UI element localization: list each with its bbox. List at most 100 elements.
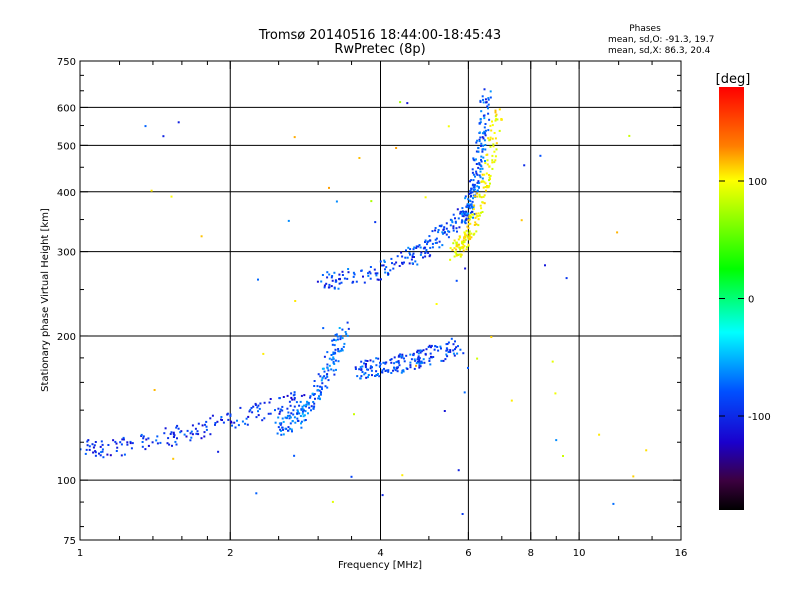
scatter-point bbox=[473, 184, 476, 187]
scatter-point bbox=[293, 416, 296, 419]
scatter-point bbox=[477, 166, 480, 169]
scatter-point bbox=[449, 258, 452, 261]
scatter-point bbox=[302, 408, 305, 411]
scatter-point bbox=[407, 246, 410, 249]
scatter-point bbox=[323, 355, 326, 358]
scatter-point bbox=[482, 98, 484, 101]
scatter-point bbox=[168, 443, 171, 446]
scatter-point bbox=[376, 272, 379, 275]
scatter-point bbox=[466, 212, 469, 215]
scatter-point bbox=[393, 367, 396, 370]
scatter-point bbox=[151, 441, 154, 444]
scatter-point bbox=[461, 219, 464, 222]
scatter-point bbox=[183, 433, 186, 436]
scatter-point bbox=[172, 436, 175, 438]
scatter-point bbox=[340, 347, 343, 350]
scatter-point bbox=[484, 160, 486, 162]
scatter-point bbox=[474, 221, 477, 224]
scatter-point bbox=[416, 358, 419, 361]
scatter-point bbox=[291, 398, 294, 401]
scatter-point bbox=[494, 111, 497, 114]
scatter-point bbox=[284, 416, 287, 419]
scatter-point bbox=[333, 344, 336, 347]
scatter-point bbox=[347, 327, 350, 330]
scatter-point bbox=[464, 233, 466, 236]
scatter-point bbox=[484, 182, 487, 185]
scatter-point bbox=[476, 192, 479, 195]
scatter-point bbox=[322, 327, 325, 330]
scatter-point bbox=[312, 394, 315, 396]
scatter-point bbox=[452, 343, 455, 346]
scatter-point bbox=[418, 349, 421, 352]
scatter-point bbox=[338, 277, 341, 280]
colorbar-tick-label: 0 bbox=[748, 295, 754, 306]
scatter-point bbox=[144, 448, 147, 451]
scatter-point bbox=[450, 219, 453, 222]
scatter-point bbox=[406, 102, 409, 105]
scatter-point bbox=[480, 110, 483, 113]
scatter-point bbox=[167, 437, 170, 440]
scatter-point bbox=[417, 352, 420, 355]
scatter-point bbox=[172, 431, 175, 434]
scatter-point bbox=[478, 138, 481, 141]
scatter-point bbox=[466, 206, 469, 209]
scatter-point bbox=[487, 129, 490, 132]
scatter-point bbox=[171, 444, 173, 447]
scatter-point bbox=[455, 245, 458, 248]
scatter-point bbox=[313, 402, 316, 405]
scatter-point bbox=[394, 369, 397, 372]
scatter-point bbox=[140, 433, 143, 436]
scatter-point bbox=[395, 147, 398, 149]
scatter-point bbox=[523, 164, 526, 167]
scatter-point bbox=[159, 441, 162, 444]
scatter-point bbox=[324, 377, 327, 380]
scatter-point bbox=[479, 100, 482, 103]
scatter-point bbox=[459, 348, 462, 351]
scatter-point bbox=[310, 409, 312, 412]
scatter-point bbox=[475, 150, 478, 153]
scatter-point bbox=[216, 420, 219, 423]
scatter-point bbox=[396, 360, 399, 363]
scatter-point bbox=[334, 334, 337, 336]
scatter-point bbox=[400, 356, 403, 359]
scatter-point bbox=[397, 360, 400, 363]
scatter-point bbox=[102, 456, 105, 459]
scatter-point bbox=[289, 427, 292, 430]
scatter-point bbox=[452, 213, 455, 216]
scatter-point bbox=[254, 404, 257, 406]
scatter-point bbox=[374, 221, 377, 224]
scatter-point bbox=[279, 423, 282, 426]
scatter-point bbox=[384, 271, 387, 274]
scatter-point bbox=[479, 176, 482, 179]
scatter-point bbox=[456, 208, 459, 211]
scatter-point bbox=[249, 408, 252, 411]
scatter-point bbox=[371, 374, 373, 377]
scatter-point bbox=[539, 154, 542, 157]
scatter-point bbox=[393, 356, 396, 359]
scatter-point bbox=[484, 162, 487, 165]
scatter-point bbox=[186, 429, 189, 432]
scatter-point bbox=[332, 360, 335, 363]
scatter-point bbox=[468, 222, 470, 225]
scatter-point bbox=[495, 148, 498, 151]
scatter-point bbox=[323, 284, 326, 287]
scatter-point bbox=[411, 256, 414, 258]
scatter-point bbox=[109, 454, 112, 457]
scatter-point bbox=[91, 443, 94, 446]
scatter-point bbox=[472, 157, 475, 160]
scatter-point bbox=[462, 243, 465, 246]
scatter-point bbox=[341, 274, 344, 276]
scatter-point bbox=[555, 439, 558, 442]
scatter-point bbox=[465, 229, 468, 232]
scatter-point bbox=[463, 241, 466, 243]
scatter-point bbox=[495, 118, 498, 120]
scatter-point bbox=[469, 180, 471, 183]
scatter-point bbox=[470, 203, 473, 206]
scatter-point bbox=[422, 358, 425, 361]
scatter-point bbox=[331, 343, 334, 346]
scatter-point bbox=[454, 220, 457, 223]
scatter-point bbox=[459, 248, 462, 251]
scatter-point bbox=[279, 428, 282, 431]
scatter-point bbox=[363, 373, 366, 376]
scatter-point bbox=[226, 412, 229, 415]
